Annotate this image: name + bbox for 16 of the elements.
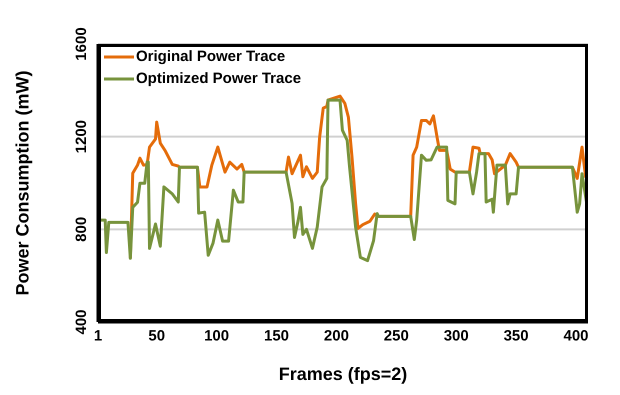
x-tick-label: 300: [444, 328, 469, 345]
x-tick-label: 250: [384, 328, 409, 345]
x-tick-label: 200: [324, 328, 349, 345]
x-tick-label: 350: [504, 328, 529, 345]
x-axis-title: Frames (fps=2): [278, 364, 408, 384]
y-tick-label: 1600: [73, 27, 90, 61]
x-tick-label: 150: [264, 328, 290, 345]
x-tick-label: 400: [564, 328, 589, 345]
y-tick-label: 1200: [73, 120, 90, 154]
x-tick-label: 50: [148, 328, 166, 345]
legend-label: Original Power Trace: [136, 47, 286, 67]
y-axis-title: Power Consumption (mW): [12, 70, 32, 296]
x-tick-label: 100: [204, 328, 230, 345]
legend-label: Optimized Power Trace: [136, 69, 302, 89]
x-tick-label: 1: [94, 328, 102, 345]
y-tick-label: 800: [73, 216, 90, 242]
